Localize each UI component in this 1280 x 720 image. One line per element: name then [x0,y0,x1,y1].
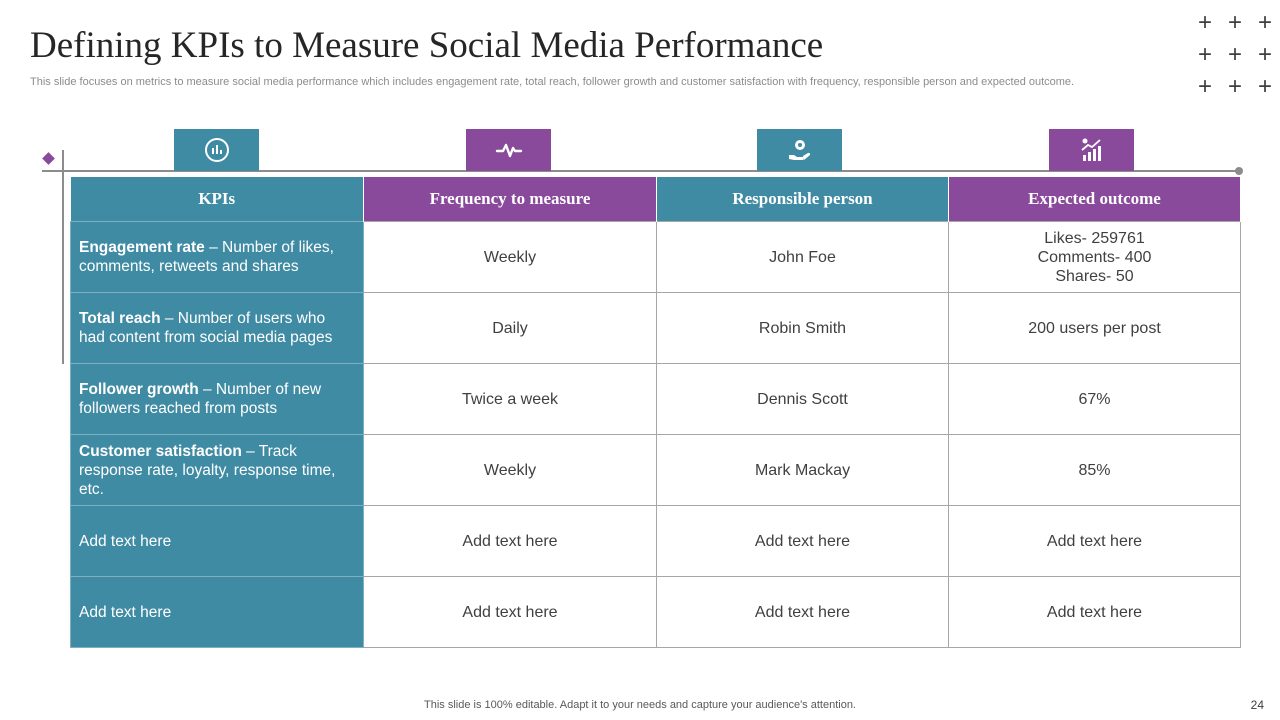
outcome-cell: 200 users per post [948,292,1241,364]
plus-icon: + [1258,9,1273,36]
person-icon-box [757,129,842,171]
plus-icon: + [1198,41,1213,68]
growth-chart-icon [1080,138,1101,161]
table-row: Follower growth – Number of new follower… [70,363,1241,435]
kpi-description: – Number of likes, comments, retweets an… [79,239,334,275]
outcome-icon-box [1049,129,1134,171]
frequency-icon-box [466,129,551,171]
outcome-cell: Add text here [948,576,1241,648]
frequency-cell: Daily [363,292,657,364]
person-cell: Mark Mackay [656,434,949,506]
frequency-cell: Weekly [363,434,657,506]
plus-icon: + [1228,73,1243,100]
pulse-icon [495,143,522,158]
kpi-description: – Number of users who had content from s… [79,310,333,346]
plus-icon: + [1198,9,1213,36]
person-cell: Add text here [656,576,949,648]
header-frequency: Frequency to measure [363,177,657,222]
frequency-cell: Weekly [363,221,657,293]
header-expected-outcome: Expected outcome [948,177,1241,222]
table-row: Customer satisfaction – Track response r… [70,434,1241,506]
plus-icon: + [1258,41,1273,68]
kpi-cell: Total reach – Number of users who had co… [70,292,364,364]
frequency-cell: Twice a week [363,363,657,435]
plus-icon: + [1228,41,1243,68]
page-title: Defining KPIs to Measure Social Media Pe… [30,25,824,66]
outcome-line: Shares- 50 [1055,267,1134,285]
table-row: Add text here Add text here Add text her… [70,576,1241,648]
plus-icon: + [1228,9,1243,36]
kpi-description: – Number of new followers reached from p… [79,381,322,417]
kpi-name: Customer satisfaction [79,442,242,460]
page-subtitle: This slide focuses on metrics to measure… [30,76,1075,88]
plus-icon: + [1198,73,1213,100]
table-row: Total reach – Number of users who had co… [70,292,1241,364]
kpi-cell: Add text here [70,576,364,648]
outcome-cell: Likes- 259761 Comments- 400 Shares- 50 [948,221,1241,293]
kpi-name: Follower growth [79,381,199,398]
person-cell: Add text here [656,505,949,577]
kpi-cell: Follower growth – Number of new follower… [70,363,364,435]
kpi-cell: Customer satisfaction – Track response r… [70,434,364,506]
plus-decoration: + + + + + + + + + [1198,8,1280,102]
plus-icon: + [1258,73,1273,100]
outcome-line: Comments- 400 [1037,248,1152,266]
kpi-description: – Track response rate, loyalty, response… [79,442,336,498]
page-number: 24 [1250,698,1264,712]
kpi-icon-box [174,129,259,171]
chart-circle-icon [204,138,229,162]
header-responsible-person: Responsible person [656,177,949,222]
gear-hand-icon [788,140,810,160]
footer-note: This slide is 100% editable. Adapt it to… [424,699,856,711]
kpi-table: KPIs Frequency to measure Responsible pe… [70,177,1241,648]
frequency-cell: Add text here [363,576,657,648]
person-cell: Robin Smith [656,292,949,364]
outcome-line: Likes- 259761 [1044,229,1145,247]
table-row: Engagement rate – Number of likes, comme… [70,221,1241,293]
kpi-cell: Engagement rate – Number of likes, comme… [70,221,364,293]
line-end-dot [1235,167,1243,175]
table-header-row: KPIs Frequency to measure Responsible pe… [70,177,1241,222]
outcome-cell: 85% [948,434,1241,506]
person-cell: John Foe [656,221,949,293]
header-kpis: KPIs [70,177,364,222]
person-cell: Dennis Scott [656,363,949,435]
timeline-vertical-line [62,150,64,364]
kpi-cell: Add text here [70,505,364,577]
frequency-cell: Add text here [363,505,657,577]
outcome-cell: 67% [948,363,1241,435]
table-row: Add text here Add text here Add text her… [70,505,1241,577]
kpi-name: Total reach [79,310,161,327]
timeline-horizontal-line [42,170,1240,172]
kpi-name: Engagement rate [79,239,205,256]
outcome-cell: Add text here [948,505,1241,577]
diamond-marker [42,152,55,165]
